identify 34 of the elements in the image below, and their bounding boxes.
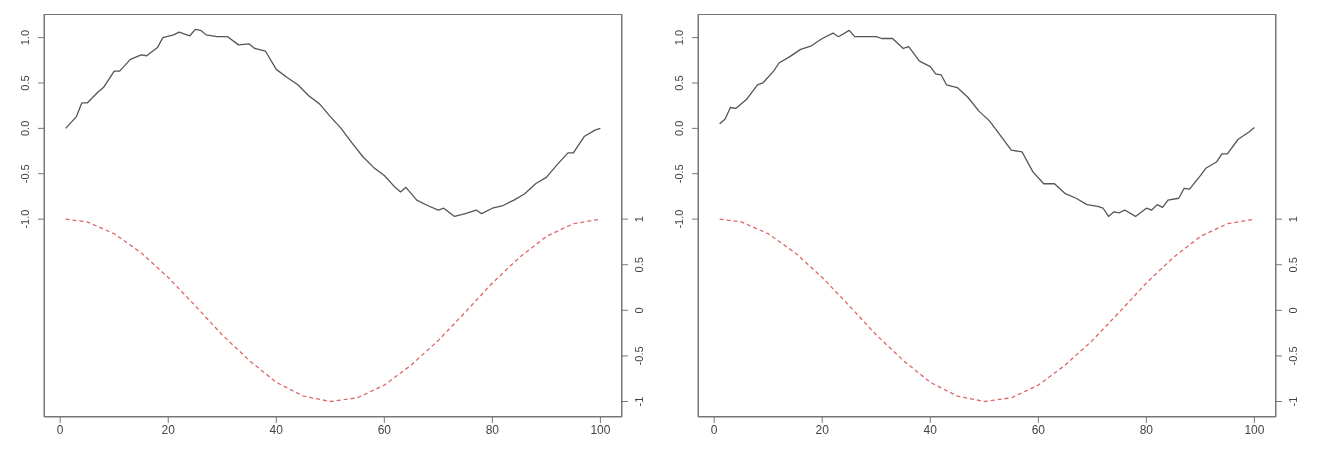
y2-tick-label: -1 [632, 396, 645, 407]
x-tick-label: 40 [269, 422, 284, 437]
y-tick-label: -0.5 [18, 164, 31, 184]
y2-tick-label: 0 [1286, 307, 1299, 314]
x-tick-label: 40 [923, 422, 938, 437]
y-tick-label: 0.0 [672, 120, 685, 137]
y2-tick-label: -0.5 [632, 346, 645, 366]
x-tick-label: 60 [377, 422, 392, 437]
x-tick-label: 20 [161, 422, 176, 437]
x-tick-label: 20 [815, 422, 830, 437]
x-tick-label: 0 [710, 422, 718, 437]
y-tick-label: 0.5 [18, 75, 31, 91]
y-tick-label: 0.0 [18, 120, 31, 137]
y2-tick-label: 1 [1286, 216, 1299, 223]
y-tick-label: 1.0 [18, 29, 31, 46]
y-tick-label: -1.0 [672, 209, 685, 229]
y2-tick-label: 0.5 [1286, 257, 1299, 273]
y-tick-label: -1.0 [18, 209, 31, 229]
y-tick-label: 0.5 [672, 75, 685, 91]
line-series [64, 28, 602, 218]
y2-tick-label: 0 [632, 307, 645, 314]
x-tick-label: 80 [485, 422, 500, 437]
y2-tick-label: 0.5 [632, 257, 645, 273]
y2-tick-label: 1 [632, 216, 645, 223]
x-tick-label: 80 [1139, 422, 1154, 437]
line-series [718, 29, 1256, 218]
y2-tick-label: -0.5 [1286, 346, 1299, 366]
y-tick-label: -0.5 [672, 164, 685, 184]
y2-tick-label: -1 [1286, 396, 1299, 407]
x-tick-label: 60 [1031, 422, 1046, 437]
y-tick-label: 1.0 [672, 29, 685, 46]
x-tick-label: 100 [590, 422, 611, 437]
x-tick-label: 0 [56, 422, 64, 437]
x-tick-label: 100 [1244, 422, 1265, 437]
